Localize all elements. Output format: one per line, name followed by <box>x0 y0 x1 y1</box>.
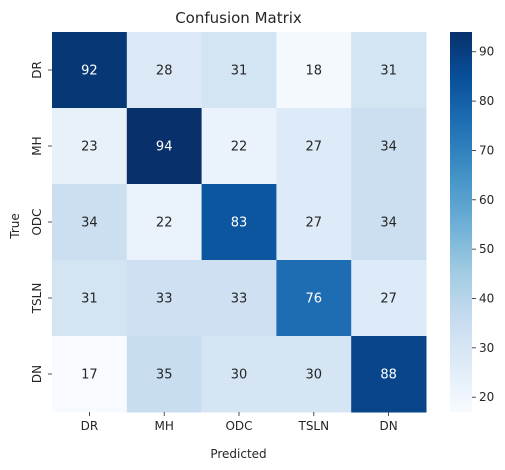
cell-value-label: 17 <box>81 368 98 383</box>
colorbar-tick-label: 20 <box>479 390 494 404</box>
cell-value-label: 27 <box>306 216 323 231</box>
heatmap-cell <box>351 184 427 261</box>
cell-value-label: 34 <box>380 216 397 231</box>
cell-value-label: 83 <box>231 216 248 231</box>
heatmap-cell <box>52 336 128 413</box>
heatmap-cell <box>126 184 203 261</box>
x-tick-label: TSLN <box>297 419 329 433</box>
cell-value-label: 33 <box>231 292 248 307</box>
y-tick-labels: DR MH ODC TSLN DN <box>30 61 52 383</box>
heatmap-cell <box>52 184 128 261</box>
heatmap-cell <box>201 336 277 413</box>
heatmap-cell <box>201 184 277 261</box>
x-tick-labels: DR MH ODC TSLN DN <box>81 412 398 433</box>
heatmap-cell <box>52 32 128 109</box>
colorbar-tick-label: 70 <box>479 143 494 157</box>
cell-value-label: 34 <box>81 216 98 231</box>
heatmap-cell <box>201 108 277 185</box>
cell-value-label: 88 <box>380 368 397 383</box>
cell-value-label: 23 <box>81 140 98 155</box>
chart-title: Confusion Matrix <box>175 9 302 27</box>
x-tick-label: DN <box>379 419 397 433</box>
x-tick-label: DR <box>81 419 99 433</box>
y-tick-label: MH <box>30 136 44 155</box>
cell-value-label: 31 <box>81 292 98 307</box>
cell-value-label: 31 <box>380 64 397 79</box>
heatmap-cell <box>276 336 352 413</box>
x-tick-label: ODC <box>225 419 252 433</box>
heatmap-cell <box>351 108 427 185</box>
colorbar-tick-label: 90 <box>479 45 494 59</box>
heatmap-cell <box>276 32 352 109</box>
heatmap-cell <box>201 32 277 109</box>
cell-value-label: 27 <box>306 140 323 155</box>
heatmap-cells: 92 28 31 18 31 23 94 22 27 34 34 22 83 27 34 31 33 33 76 27… <box>52 32 427 413</box>
cell-value-label: 76 <box>306 292 323 307</box>
heatmap-cell <box>126 32 203 109</box>
heatmap-cell <box>276 260 352 337</box>
heatmap-cell <box>276 108 352 185</box>
cell-value-label: 18 <box>306 64 323 79</box>
colorbar-tick-label: 80 <box>479 94 494 108</box>
heatmap-cell <box>52 108 128 185</box>
heatmap-cell <box>126 336 203 413</box>
colorbar-tick-label: 30 <box>479 341 494 355</box>
colorbar-ticks: 20 30 40 50 60 70 80 90 <box>472 45 494 404</box>
cell-value-label: 31 <box>231 64 248 79</box>
colorbar <box>450 32 472 412</box>
heatmap-cell <box>351 260 427 337</box>
cell-value-label: 27 <box>380 292 397 307</box>
colorbar-tick-label: 40 <box>479 291 494 305</box>
cell-value-label: 30 <box>306 368 323 383</box>
cell-value-label: 30 <box>231 368 248 383</box>
x-axis-label: Predicted <box>210 447 266 461</box>
heatmap-cell <box>126 108 203 185</box>
cell-value-label: 28 <box>156 64 173 79</box>
colorbar-tick-label: 60 <box>479 193 494 207</box>
cell-value-label: 34 <box>380 140 397 155</box>
cell-value-label: 94 <box>156 140 173 155</box>
heatmap-cell <box>276 184 352 261</box>
cell-value-label: 33 <box>156 292 173 307</box>
cell-value-label: 35 <box>156 368 173 383</box>
cell-value-label: 22 <box>156 216 173 231</box>
y-tick-label: DN <box>30 365 44 383</box>
heatmap-cell <box>126 260 203 337</box>
heatmap-cell <box>201 260 277 337</box>
y-tick-label: ODC <box>30 208 44 235</box>
heatmap-cell <box>351 32 427 109</box>
heatmap-cell <box>52 260 128 337</box>
y-axis-label: True <box>8 213 22 240</box>
x-tick-label: MH <box>155 419 174 433</box>
cell-value-label: 22 <box>231 140 248 155</box>
colorbar-tick-label: 50 <box>479 242 494 256</box>
y-tick-label: TSLN <box>30 283 44 315</box>
heatmap-cell <box>351 336 427 413</box>
y-tick-label: DR <box>30 61 44 79</box>
cell-value-label: 92 <box>81 64 98 79</box>
